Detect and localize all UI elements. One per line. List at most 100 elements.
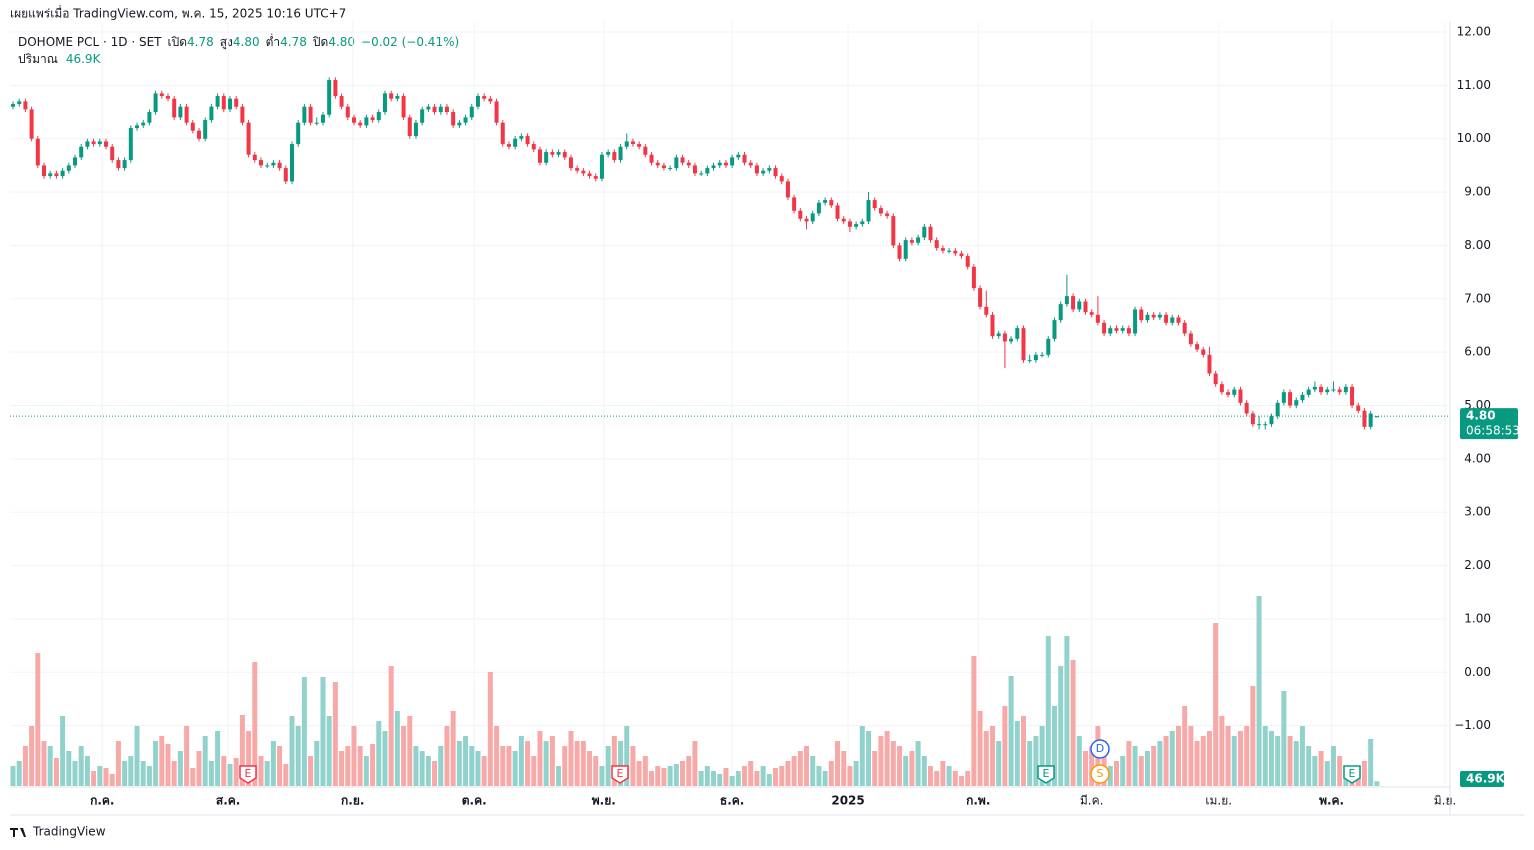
- candle-body: [135, 125, 140, 129]
- countdown: 06:58:53: [1466, 424, 1520, 438]
- candle-body: [686, 162, 691, 166]
- volume-bar: [630, 746, 636, 786]
- volume-bar: [816, 766, 822, 786]
- candle-body: [1325, 389, 1330, 393]
- volume-bar: [605, 746, 611, 786]
- candle-body: [234, 98, 239, 107]
- candle-body: [581, 170, 586, 174]
- candle-body: [990, 314, 995, 337]
- volume-bar: [1275, 736, 1281, 786]
- volume-bar: [673, 764, 679, 786]
- candle-body: [1058, 304, 1063, 321]
- candle-body: [1250, 413, 1255, 425]
- volume-bar: [704, 766, 710, 786]
- volume-bar: [1151, 746, 1157, 786]
- candle-body: [587, 173, 592, 177]
- volume-bar: [611, 736, 617, 786]
- volume-bar: [1064, 636, 1070, 786]
- candle-body: [723, 162, 728, 166]
- volume-bar: [103, 768, 109, 786]
- candle-body: [965, 256, 970, 267]
- volume-bar: [494, 726, 500, 786]
- candle-body: [829, 200, 834, 206]
- volume-bar: [1051, 706, 1057, 786]
- candle-body: [289, 144, 294, 182]
- high-label: สูง: [220, 35, 233, 50]
- volume-bar: [41, 741, 47, 786]
- volume-bar: [475, 751, 481, 786]
- volume-bar: [1101, 741, 1107, 786]
- symbol: DOHOME PCL · 1D · SET: [18, 35, 162, 49]
- volume-bar: [1268, 731, 1274, 786]
- volume-bar: [661, 768, 667, 786]
- candle-body: [196, 130, 201, 139]
- candle-body: [1139, 309, 1144, 321]
- y-tick-label: 4.00: [1464, 451, 1491, 465]
- volume-bar: [1157, 741, 1163, 786]
- candle-body: [271, 162, 276, 166]
- volume-bar: [53, 758, 59, 786]
- candle-body: [531, 144, 536, 150]
- candle-body: [562, 152, 567, 158]
- volume-bar: [1306, 746, 1312, 786]
- volume-bar: [1089, 746, 1095, 786]
- candle-body: [1027, 360, 1032, 362]
- candle-body: [643, 146, 648, 155]
- volume-bar: [909, 751, 915, 786]
- volume-value: 46.9K: [66, 52, 102, 66]
- candle-body: [1176, 317, 1181, 323]
- volume-bar: [580, 741, 586, 786]
- volume-bar: [487, 672, 493, 786]
- candle-body: [661, 165, 666, 169]
- volume-bar: [1045, 636, 1051, 786]
- candle-body: [767, 168, 772, 171]
- volume-bar: [835, 741, 841, 786]
- candle-body: [438, 106, 443, 113]
- volume-bar: [1058, 666, 1064, 786]
- candle-body: [742, 154, 747, 163]
- volume-bar: [692, 741, 698, 786]
- volume-bar: [531, 756, 537, 786]
- volume-bar: [779, 766, 785, 786]
- high: 4.80: [233, 35, 260, 49]
- volume-bar: [500, 746, 506, 786]
- volume-bar: [432, 761, 438, 786]
- volume-bar: [84, 756, 90, 786]
- y-tick-label: 1.00: [1464, 611, 1491, 625]
- volume-bar: [159, 736, 165, 786]
- candle-body: [178, 106, 183, 118]
- candle-body: [227, 98, 232, 110]
- volume-bar: [140, 761, 146, 786]
- candle-body: [302, 106, 307, 123]
- candle-body: [413, 122, 418, 137]
- candle-body: [1033, 354, 1038, 361]
- volume-bar: [518, 736, 524, 786]
- volume-bar: [134, 726, 140, 786]
- volume-bar: [587, 751, 593, 786]
- volume-bar: [959, 776, 965, 786]
- candle-body: [816, 202, 821, 214]
- event-circle: [1090, 739, 1110, 759]
- candle-body: [190, 122, 195, 131]
- candle-body: [525, 136, 530, 145]
- volume-bar: [1299, 726, 1305, 786]
- candle-body: [754, 165, 759, 174]
- candle-body: [469, 106, 474, 118]
- candle-body: [1114, 328, 1119, 331]
- volume-bar: [326, 716, 332, 786]
- y-tick-label: 8.00: [1464, 238, 1491, 252]
- candle-body: [1089, 312, 1094, 315]
- volume-bar: [363, 756, 369, 786]
- candle-body: [730, 157, 735, 166]
- volume-bar: [698, 771, 704, 786]
- close-label: ปิด: [312, 35, 328, 49]
- volume-bar: [481, 756, 487, 786]
- volume-bar: [115, 741, 121, 786]
- volume-bar: [897, 746, 903, 786]
- volume-bar: [934, 771, 940, 786]
- volume-bar: [562, 746, 568, 786]
- volume-bar: [370, 744, 376, 786]
- candle-body: [847, 221, 852, 227]
- candle-body: [345, 106, 350, 118]
- volume-bar: [314, 741, 320, 786]
